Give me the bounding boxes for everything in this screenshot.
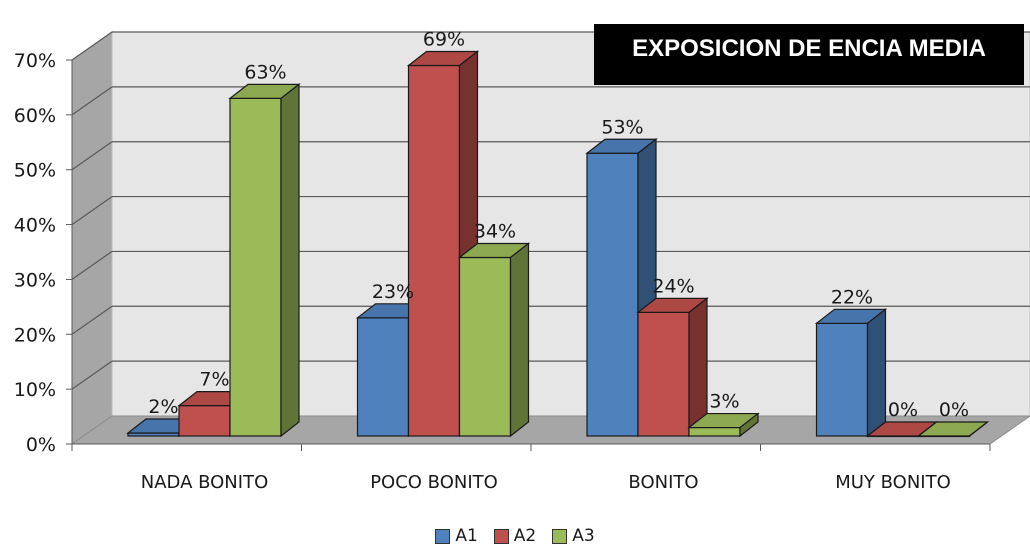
data-label: 22% xyxy=(831,286,873,308)
data-label: 63% xyxy=(244,61,286,83)
data-label: 7% xyxy=(199,369,229,391)
bar-front xyxy=(229,97,282,437)
chart-title: EXPOSICION DE ENCIA MEDIA xyxy=(594,24,1024,85)
bar-front xyxy=(407,64,461,437)
gridline-side xyxy=(71,196,113,226)
bar-side xyxy=(969,421,988,437)
y-tick-label: 20% xyxy=(14,324,56,346)
legend-swatch-a3 xyxy=(552,528,568,544)
x-tick-label: NADA BONITO xyxy=(141,472,269,493)
bar-side xyxy=(866,308,887,438)
y-tick-label: 10% xyxy=(14,379,56,401)
y-tick-label: 60% xyxy=(14,105,56,127)
legend-item-a3: A3 xyxy=(552,526,595,546)
y-tick-label: 40% xyxy=(14,215,56,237)
data-label: 0% xyxy=(888,399,918,421)
y-tick-label: 0% xyxy=(26,434,56,456)
bars xyxy=(126,50,990,438)
bar-front xyxy=(586,152,639,437)
gridline-side xyxy=(71,305,113,335)
legend-label-a1: A1 xyxy=(455,526,478,546)
bar-front xyxy=(178,405,231,437)
data-label: 2% xyxy=(148,396,178,418)
y-tick-label: 30% xyxy=(14,269,56,291)
y-tick-label: 50% xyxy=(14,160,56,182)
bar-front xyxy=(356,317,410,437)
legend-label-a3: A3 xyxy=(572,526,595,546)
legend-label-a2: A2 xyxy=(513,526,537,546)
data-label: 0% xyxy=(939,399,969,421)
legend-swatch-a2 xyxy=(493,528,509,544)
data-label: 34% xyxy=(474,220,516,242)
x-axis: NADA BONITO POCO BONITO BONITO MUY BONITO xyxy=(71,443,991,493)
x-tick-label: BONITO xyxy=(628,472,698,493)
data-label: 23% xyxy=(372,281,414,303)
data-labels: 2% 7% 63% 23% 69% 34% 53% 24% 3% 22% 0% 0% xyxy=(148,28,969,421)
bar-front xyxy=(458,256,512,437)
bar-side xyxy=(509,242,530,438)
x-tick-label: MUY BONITO xyxy=(835,472,951,493)
legend-swatch-a1 xyxy=(435,528,451,544)
legend-item-a1: A1 xyxy=(435,526,478,546)
gridline-side xyxy=(71,141,113,171)
side-wall xyxy=(71,31,113,445)
gridline-side xyxy=(71,31,113,61)
y-tick-label: 70% xyxy=(14,50,56,72)
bar-front xyxy=(637,311,690,437)
gridline-side xyxy=(71,360,113,390)
legend: A1 A2 A3 xyxy=(0,526,1030,546)
gridline-side xyxy=(71,250,113,280)
bar-side xyxy=(280,83,300,438)
data-label: 24% xyxy=(652,275,694,297)
data-label: 69% xyxy=(423,28,465,50)
bar-side xyxy=(739,412,759,438)
data-label: 53% xyxy=(601,116,643,138)
x-tick-label: POCO BONITO xyxy=(370,472,498,493)
bar-front xyxy=(815,322,869,437)
legend-item-a2: A2 xyxy=(493,526,537,546)
bar-front xyxy=(688,426,741,437)
data-label: 3% xyxy=(709,391,739,413)
gridline-side xyxy=(71,86,113,116)
y-axis: 0% 10% 20% 30% 40% 50% 60% 70% xyxy=(14,50,73,456)
